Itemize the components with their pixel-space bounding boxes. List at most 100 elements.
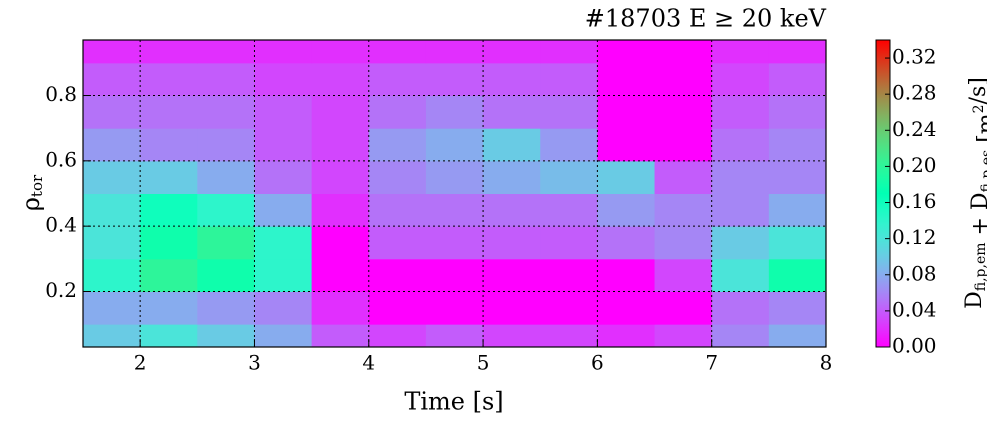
colorbar-label-text: D — [962, 291, 987, 309]
colorbar-tick-label: 0.04 — [892, 297, 937, 321]
heatmap-cell — [140, 324, 198, 347]
heatmap-cell — [83, 291, 141, 325]
heatmap-cell — [654, 95, 713, 129]
heatmap-cell — [483, 324, 541, 347]
heatmap-cell — [368, 95, 427, 129]
y-axis-label: ρtor — [17, 174, 47, 211]
heatmap-cell — [254, 193, 313, 227]
heatmap-cell — [83, 193, 141, 227]
colorbar-label-sub: fi,p,em — [973, 242, 987, 291]
colorbar-label-sub: fi,p,es — [979, 150, 987, 193]
heatmap-cell — [140, 160, 198, 194]
heatmap-cell — [425, 258, 484, 292]
heatmap-cell — [711, 40, 770, 64]
colorbar-label-text: /s] — [966, 77, 987, 104]
x-tick-label: 7 — [705, 351, 718, 375]
heatmap-cell — [254, 62, 313, 97]
colorbar — [875, 39, 891, 348]
heatmap-cell — [425, 160, 484, 194]
heatmap-cell — [540, 95, 598, 129]
colorbar-label-sup: 2 — [971, 104, 987, 113]
heatmap-cell — [83, 95, 141, 129]
heatmap-cell — [368, 193, 427, 227]
heatmap-cell — [197, 40, 255, 64]
x-tick-label: 2 — [134, 351, 147, 375]
heatmap-cell — [540, 128, 598, 162]
heatmap-cell — [597, 160, 656, 194]
heatmap-cell — [140, 62, 198, 97]
colorbar-tick-label: 0.00 — [892, 334, 937, 358]
heatmap-cell — [654, 160, 713, 194]
heatmap-cell — [711, 62, 770, 97]
heatmap-cell — [483, 128, 541, 162]
heatmap-cell — [254, 160, 313, 194]
heatmap-cell — [311, 324, 370, 347]
heatmap-cell — [597, 95, 656, 129]
heatmap-cell — [254, 226, 313, 260]
heatmap-cell — [711, 160, 770, 194]
x-tick-label: 6 — [591, 351, 604, 375]
heatmap-cell — [368, 160, 427, 194]
heatmap-cell — [597, 62, 656, 97]
heatmap-cell — [540, 193, 598, 227]
heatmap-cell — [654, 324, 713, 347]
heatmap-cell — [368, 226, 427, 260]
heatmap-cell — [311, 226, 370, 260]
heatmap-cell — [483, 160, 541, 194]
heatmap-cell — [254, 291, 313, 325]
colorbar-tick-label: 0.20 — [892, 153, 937, 177]
heatmap-cell — [140, 291, 198, 325]
heatmap-cell — [540, 324, 598, 347]
heatmap-cell — [483, 95, 541, 129]
heatmap-cell — [425, 62, 484, 97]
heatmap-cell — [483, 40, 541, 64]
heatmap-cell — [83, 40, 141, 64]
heatmap-cell — [597, 128, 656, 162]
heatmap-cell — [483, 258, 541, 292]
heatmap-cell — [425, 324, 484, 347]
heatmap-cell — [197, 128, 255, 162]
heatmap-cell — [425, 193, 484, 227]
heatmap-cell — [654, 258, 713, 292]
heatmap-cell — [768, 40, 826, 64]
heatmap-cell — [768, 62, 826, 97]
heatmap-cell — [654, 291, 713, 325]
y-tick-label: 0.8 — [45, 82, 77, 106]
y-tick-label: 0.2 — [45, 278, 77, 302]
colorbar-tick-label: 0.24 — [892, 117, 937, 141]
heatmap-cell — [311, 193, 370, 227]
heatmap-cell — [540, 291, 598, 325]
heatmap-cell — [768, 226, 826, 260]
heatmap-cell — [140, 40, 198, 64]
colorbar-label-text: [m — [974, 113, 987, 150]
x-tick-label: 3 — [248, 351, 261, 375]
heatmap-cell — [368, 40, 427, 64]
heatmap-cell — [83, 258, 141, 292]
heatmap-cell — [768, 95, 826, 129]
heatmap-cell — [140, 258, 198, 292]
heatmap-cell — [711, 324, 770, 347]
heatmap-cell — [83, 160, 141, 194]
colorbar-label: Dfi,p,em + Dfi,p,es [m2/s] — [962, 77, 987, 309]
colorbar-tick-label: 0.08 — [892, 261, 937, 285]
heatmap-cell — [711, 291, 770, 325]
heatmap-cell — [83, 226, 141, 260]
heatmap-cell — [711, 95, 770, 129]
heatmap-cell — [768, 258, 826, 292]
heatmap-cell — [768, 128, 826, 162]
heatmap-cell — [83, 62, 141, 97]
heatmap-cell — [540, 226, 598, 260]
heatmap-cell — [654, 62, 713, 97]
heatmap-cell — [254, 95, 313, 129]
heatmap-cell — [311, 40, 370, 64]
heatmap-cell — [768, 291, 826, 325]
heatmap-cell — [654, 40, 713, 64]
heatmap-cell — [711, 258, 770, 292]
x-tick-label: 4 — [362, 351, 375, 375]
heatmap-cell — [483, 193, 541, 227]
x-tick-label: 8 — [820, 351, 833, 375]
heatmap-cell — [768, 160, 826, 194]
heatmap-cell — [425, 291, 484, 325]
heatmap-cell — [140, 226, 198, 260]
